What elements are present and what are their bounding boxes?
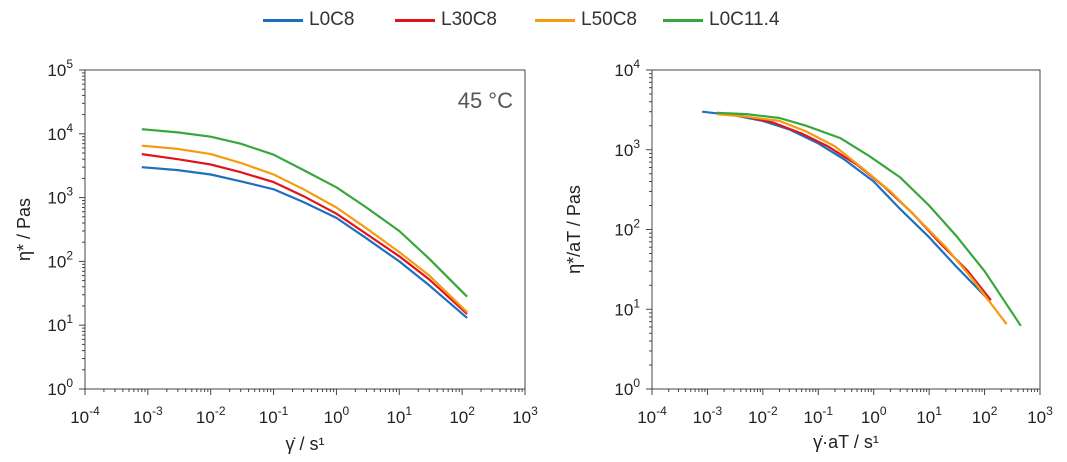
x-axis-title: γ̇·aT / s¹ <box>813 432 879 452</box>
plot-frame <box>84 69 526 390</box>
temperature-annotation: 45 °C <box>458 88 513 113</box>
x-tick-label: 101 <box>916 404 942 427</box>
plot-frame <box>651 69 1041 390</box>
legend-label-l30c8: L30C8 <box>441 9 497 30</box>
series-line-l30c8 <box>717 111 992 301</box>
series-line-l0c8 <box>701 110 990 301</box>
y-axis-title: η*/aT / Pas <box>564 185 584 274</box>
x-tick-label: 103 <box>1027 404 1053 427</box>
x-tick-label: 10-4 <box>637 404 667 427</box>
series-line-l0c11-4 <box>141 128 468 298</box>
y-tick-label: 101 <box>47 312 73 335</box>
x-tick-label: 10-3 <box>693 404 723 427</box>
series-line-l0c8 <box>141 166 468 319</box>
legend-label-l50c8: L50C8 <box>581 9 637 30</box>
legend-swatch-l30c8 <box>395 19 435 22</box>
x-tick-label: 10-1 <box>259 404 289 427</box>
legend-swatch-l50c8 <box>535 19 575 22</box>
x-tick-label: 102 <box>449 404 475 427</box>
legend-swatch-l0c11-4 <box>663 19 703 22</box>
series-line-l0c11-4 <box>717 111 1022 327</box>
legend-label-l0c11-4: L0C11.4 <box>709 9 780 30</box>
y-tick-label: 100 <box>47 376 73 399</box>
y-tick-label: 102 <box>47 248 73 271</box>
y-tick-label: 101 <box>614 296 640 319</box>
y-tick-label: 104 <box>47 121 73 144</box>
y-tick-label: 104 <box>614 57 640 80</box>
y-tick-label: 102 <box>614 217 640 240</box>
y-axis-title: η* / Pas <box>14 198 34 261</box>
y-tick-label: 105 <box>47 57 73 80</box>
x-tick-label: 10-1 <box>803 404 833 427</box>
x-tick-label: 102 <box>972 404 998 427</box>
x-axis-title: γ̇ / s¹ <box>286 434 325 454</box>
legend-swatch-l0c8 <box>263 19 303 22</box>
legend-label-l0c8: L0C8 <box>309 9 355 30</box>
y-tick-label: 100 <box>614 376 640 399</box>
chart-panel-2: 10-4 10-3 10-2 10-1 100 101 102 103 100 101 102 103… <box>564 57 1053 452</box>
x-tick-label: 10-3 <box>133 404 163 427</box>
y-tick-label: 103 <box>614 137 640 160</box>
x-tick-label: 10-4 <box>70 404 100 427</box>
series-line-l30c8 <box>141 153 468 315</box>
y-tick-label: 103 <box>47 185 73 208</box>
legend: L0C8 L30C8 L50C8 L0C11.4 <box>0 6 1067 36</box>
x-tick-label: 103 <box>512 404 538 427</box>
x-tick-label: 100 <box>861 404 887 427</box>
x-tick-label: 10-2 <box>196 404 226 427</box>
x-tick-label: 100 <box>324 404 350 427</box>
series-line-l50c8 <box>717 113 1008 325</box>
chart-panel-1: 10-4 10-3 10-2 10-1 100 101 102 103 100 101 102 103… <box>14 57 538 454</box>
series-line-l50c8 <box>141 144 468 313</box>
x-tick-label: 101 <box>386 404 412 427</box>
x-tick-label: 10-2 <box>748 404 778 427</box>
